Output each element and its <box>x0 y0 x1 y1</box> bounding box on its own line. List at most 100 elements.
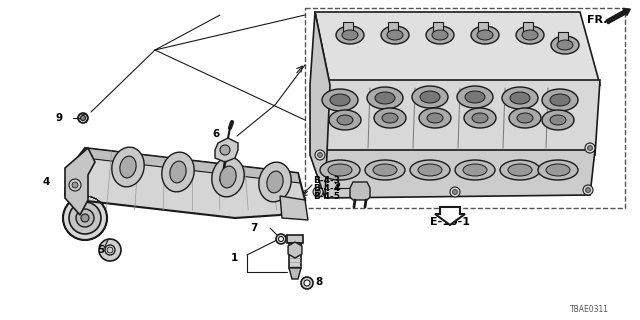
Ellipse shape <box>212 157 244 197</box>
Ellipse shape <box>329 110 361 130</box>
Ellipse shape <box>81 116 86 121</box>
Ellipse shape <box>418 164 442 176</box>
Text: 5: 5 <box>97 245 104 255</box>
Text: 4: 4 <box>42 177 49 187</box>
Ellipse shape <box>162 152 194 192</box>
Ellipse shape <box>502 87 538 109</box>
Polygon shape <box>289 268 301 279</box>
Ellipse shape <box>276 234 286 244</box>
Text: 1: 1 <box>231 253 238 263</box>
Ellipse shape <box>538 160 578 180</box>
Ellipse shape <box>455 160 495 180</box>
Bar <box>289 243 301 268</box>
Text: 2: 2 <box>333 182 340 192</box>
Bar <box>305 8 625 208</box>
Ellipse shape <box>387 30 403 40</box>
Ellipse shape <box>472 113 488 123</box>
Polygon shape <box>280 196 308 220</box>
Ellipse shape <box>500 160 540 180</box>
Text: B-4-4: B-4-4 <box>313 183 340 193</box>
Ellipse shape <box>365 160 405 180</box>
Ellipse shape <box>550 115 566 125</box>
Ellipse shape <box>516 26 544 44</box>
Polygon shape <box>288 242 302 258</box>
Polygon shape <box>65 148 305 218</box>
Ellipse shape <box>588 146 593 150</box>
Polygon shape <box>435 207 465 225</box>
Ellipse shape <box>120 156 136 178</box>
Polygon shape <box>315 80 600 158</box>
Ellipse shape <box>63 196 107 240</box>
Ellipse shape <box>419 108 451 128</box>
Ellipse shape <box>330 94 350 106</box>
Ellipse shape <box>551 36 579 54</box>
Ellipse shape <box>510 92 530 104</box>
Ellipse shape <box>320 160 360 180</box>
Ellipse shape <box>586 188 591 193</box>
Ellipse shape <box>381 26 409 44</box>
Ellipse shape <box>542 89 578 111</box>
Text: 9: 9 <box>56 113 63 123</box>
Ellipse shape <box>517 113 533 123</box>
Ellipse shape <box>522 30 538 40</box>
Ellipse shape <box>585 143 595 153</box>
Polygon shape <box>215 138 238 162</box>
Bar <box>478 22 488 36</box>
Ellipse shape <box>374 108 406 128</box>
Ellipse shape <box>550 94 570 106</box>
Ellipse shape <box>76 209 94 227</box>
Text: B-4-3: B-4-3 <box>313 175 340 185</box>
Ellipse shape <box>583 185 593 195</box>
Ellipse shape <box>546 164 570 176</box>
Ellipse shape <box>267 171 283 193</box>
Ellipse shape <box>463 164 487 176</box>
Text: TBAE0311: TBAE0311 <box>570 306 609 315</box>
Polygon shape <box>310 12 330 198</box>
Text: E-10-1: E-10-1 <box>430 217 470 227</box>
Bar <box>287 235 303 243</box>
Ellipse shape <box>112 147 144 187</box>
Ellipse shape <box>542 110 574 130</box>
Ellipse shape <box>432 30 448 40</box>
Ellipse shape <box>313 187 323 197</box>
Ellipse shape <box>457 86 493 108</box>
Polygon shape <box>315 12 600 85</box>
Ellipse shape <box>471 26 499 44</box>
Bar <box>433 22 443 36</box>
Ellipse shape <box>81 214 89 222</box>
Text: B-4-5: B-4-5 <box>313 191 340 201</box>
Ellipse shape <box>342 30 358 40</box>
Ellipse shape <box>72 182 78 188</box>
Ellipse shape <box>452 189 458 195</box>
Ellipse shape <box>107 247 113 253</box>
Ellipse shape <box>465 91 485 103</box>
Bar <box>558 32 568 46</box>
Ellipse shape <box>170 161 186 183</box>
Ellipse shape <box>316 189 321 195</box>
Ellipse shape <box>317 153 323 157</box>
Ellipse shape <box>99 239 121 261</box>
Ellipse shape <box>426 26 454 44</box>
Ellipse shape <box>450 187 460 197</box>
Ellipse shape <box>220 166 236 188</box>
Ellipse shape <box>336 26 364 44</box>
Text: 8: 8 <box>315 277 323 287</box>
Bar <box>523 22 533 36</box>
Ellipse shape <box>278 236 284 242</box>
Polygon shape <box>85 148 300 183</box>
Ellipse shape <box>375 92 395 104</box>
Ellipse shape <box>410 160 450 180</box>
Text: FR.: FR. <box>587 15 607 25</box>
Ellipse shape <box>477 30 493 40</box>
Ellipse shape <box>373 164 397 176</box>
Ellipse shape <box>69 202 101 234</box>
Ellipse shape <box>382 113 398 123</box>
Ellipse shape <box>328 164 352 176</box>
Text: 6: 6 <box>212 129 220 139</box>
Ellipse shape <box>420 91 440 103</box>
Ellipse shape <box>315 150 325 160</box>
Text: 3: 3 <box>185 192 192 202</box>
FancyArrow shape <box>606 9 630 24</box>
Ellipse shape <box>304 280 310 286</box>
Text: 7: 7 <box>251 223 258 233</box>
